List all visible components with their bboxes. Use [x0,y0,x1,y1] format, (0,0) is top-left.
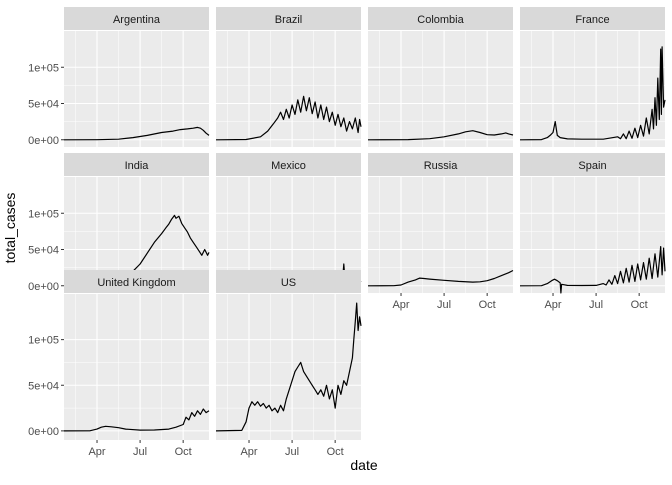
facet-panel-united-kingdom: United Kingdom [63,270,210,440]
facet-panel-france: France [519,7,666,147]
facet-title: Brazil [275,14,303,26]
x-axis-label: date [350,457,377,473]
series-line-united-kingdom [63,408,210,432]
series-line-colombia [367,130,514,141]
facet-panel-brazil: Brazil [215,7,362,147]
y-tick-label: 1e+05 [28,335,59,347]
facet-panel-spain: Spain [519,153,666,294]
x-tick-label: Jul [133,446,147,458]
facet-title: India [125,160,150,172]
y-tick-label: 5e+04 [28,99,59,111]
x-tick-label: Oct [631,299,648,311]
x-tick-label: Apr [88,446,105,458]
x-tick-label: Oct [175,446,192,458]
facet-strip [216,7,361,30]
panel-background [520,177,665,293]
y-tick-label: 0e+00 [28,426,59,438]
series-line-france [519,46,666,141]
facet-title: United Kingdom [97,277,175,289]
x-tick-label: Oct [479,299,496,311]
x-tick-label: Apr [544,299,561,311]
series-line-brazil [215,95,362,141]
facet-title: France [575,14,609,26]
y-tick-label: 1e+05 [28,208,59,220]
y-tick-label: 5e+04 [28,380,59,392]
panel-background [216,31,361,147]
y-tick-label: 0e+00 [28,281,59,293]
facet-panel-us: US [215,270,362,440]
facet-title: Spain [578,160,606,172]
facet-title: Colombia [417,14,464,26]
facet-strip [368,153,513,176]
series-line-us [215,302,362,432]
y-tick-label: 1e+05 [28,62,59,74]
facet-panel-russia: Russia [367,153,514,293]
facet-title: Argentina [113,14,161,26]
facet-title: Mexico [271,160,306,172]
facet-strip [520,153,665,176]
panel-background [520,31,665,147]
series-line-spain [519,246,666,294]
series-line-argentina [63,126,210,141]
panel-background [64,294,209,440]
facet-panel-colombia: Colombia [367,7,514,147]
facet-title: US [281,277,296,289]
facet-strip [64,7,209,30]
facet-panel-argentina: Argentina [63,7,210,147]
y-tick-label: 0e+00 [28,135,59,147]
x-tick-label: Jul [437,299,451,311]
facet-strip [216,153,361,176]
y-axis-label: total_cases [2,193,18,264]
x-tick-label: Apr [240,446,257,458]
facet-title: Russia [424,160,459,172]
x-tick-label: Jul [589,299,603,311]
facet-strip [216,270,361,293]
x-tick-label: Jul [285,446,299,458]
panel-background [368,177,513,293]
facet-strip [368,7,513,30]
panel-background [64,31,209,147]
series-line-russia [367,269,514,287]
facet-strip [64,153,209,176]
panel-background [368,31,513,147]
facet-strip [64,270,209,293]
panel-background [216,294,361,440]
x-tick-label: Oct [327,446,344,458]
x-tick-label: Apr [392,299,409,311]
y-tick-label: 5e+04 [28,245,59,257]
facet-strip [520,7,665,30]
